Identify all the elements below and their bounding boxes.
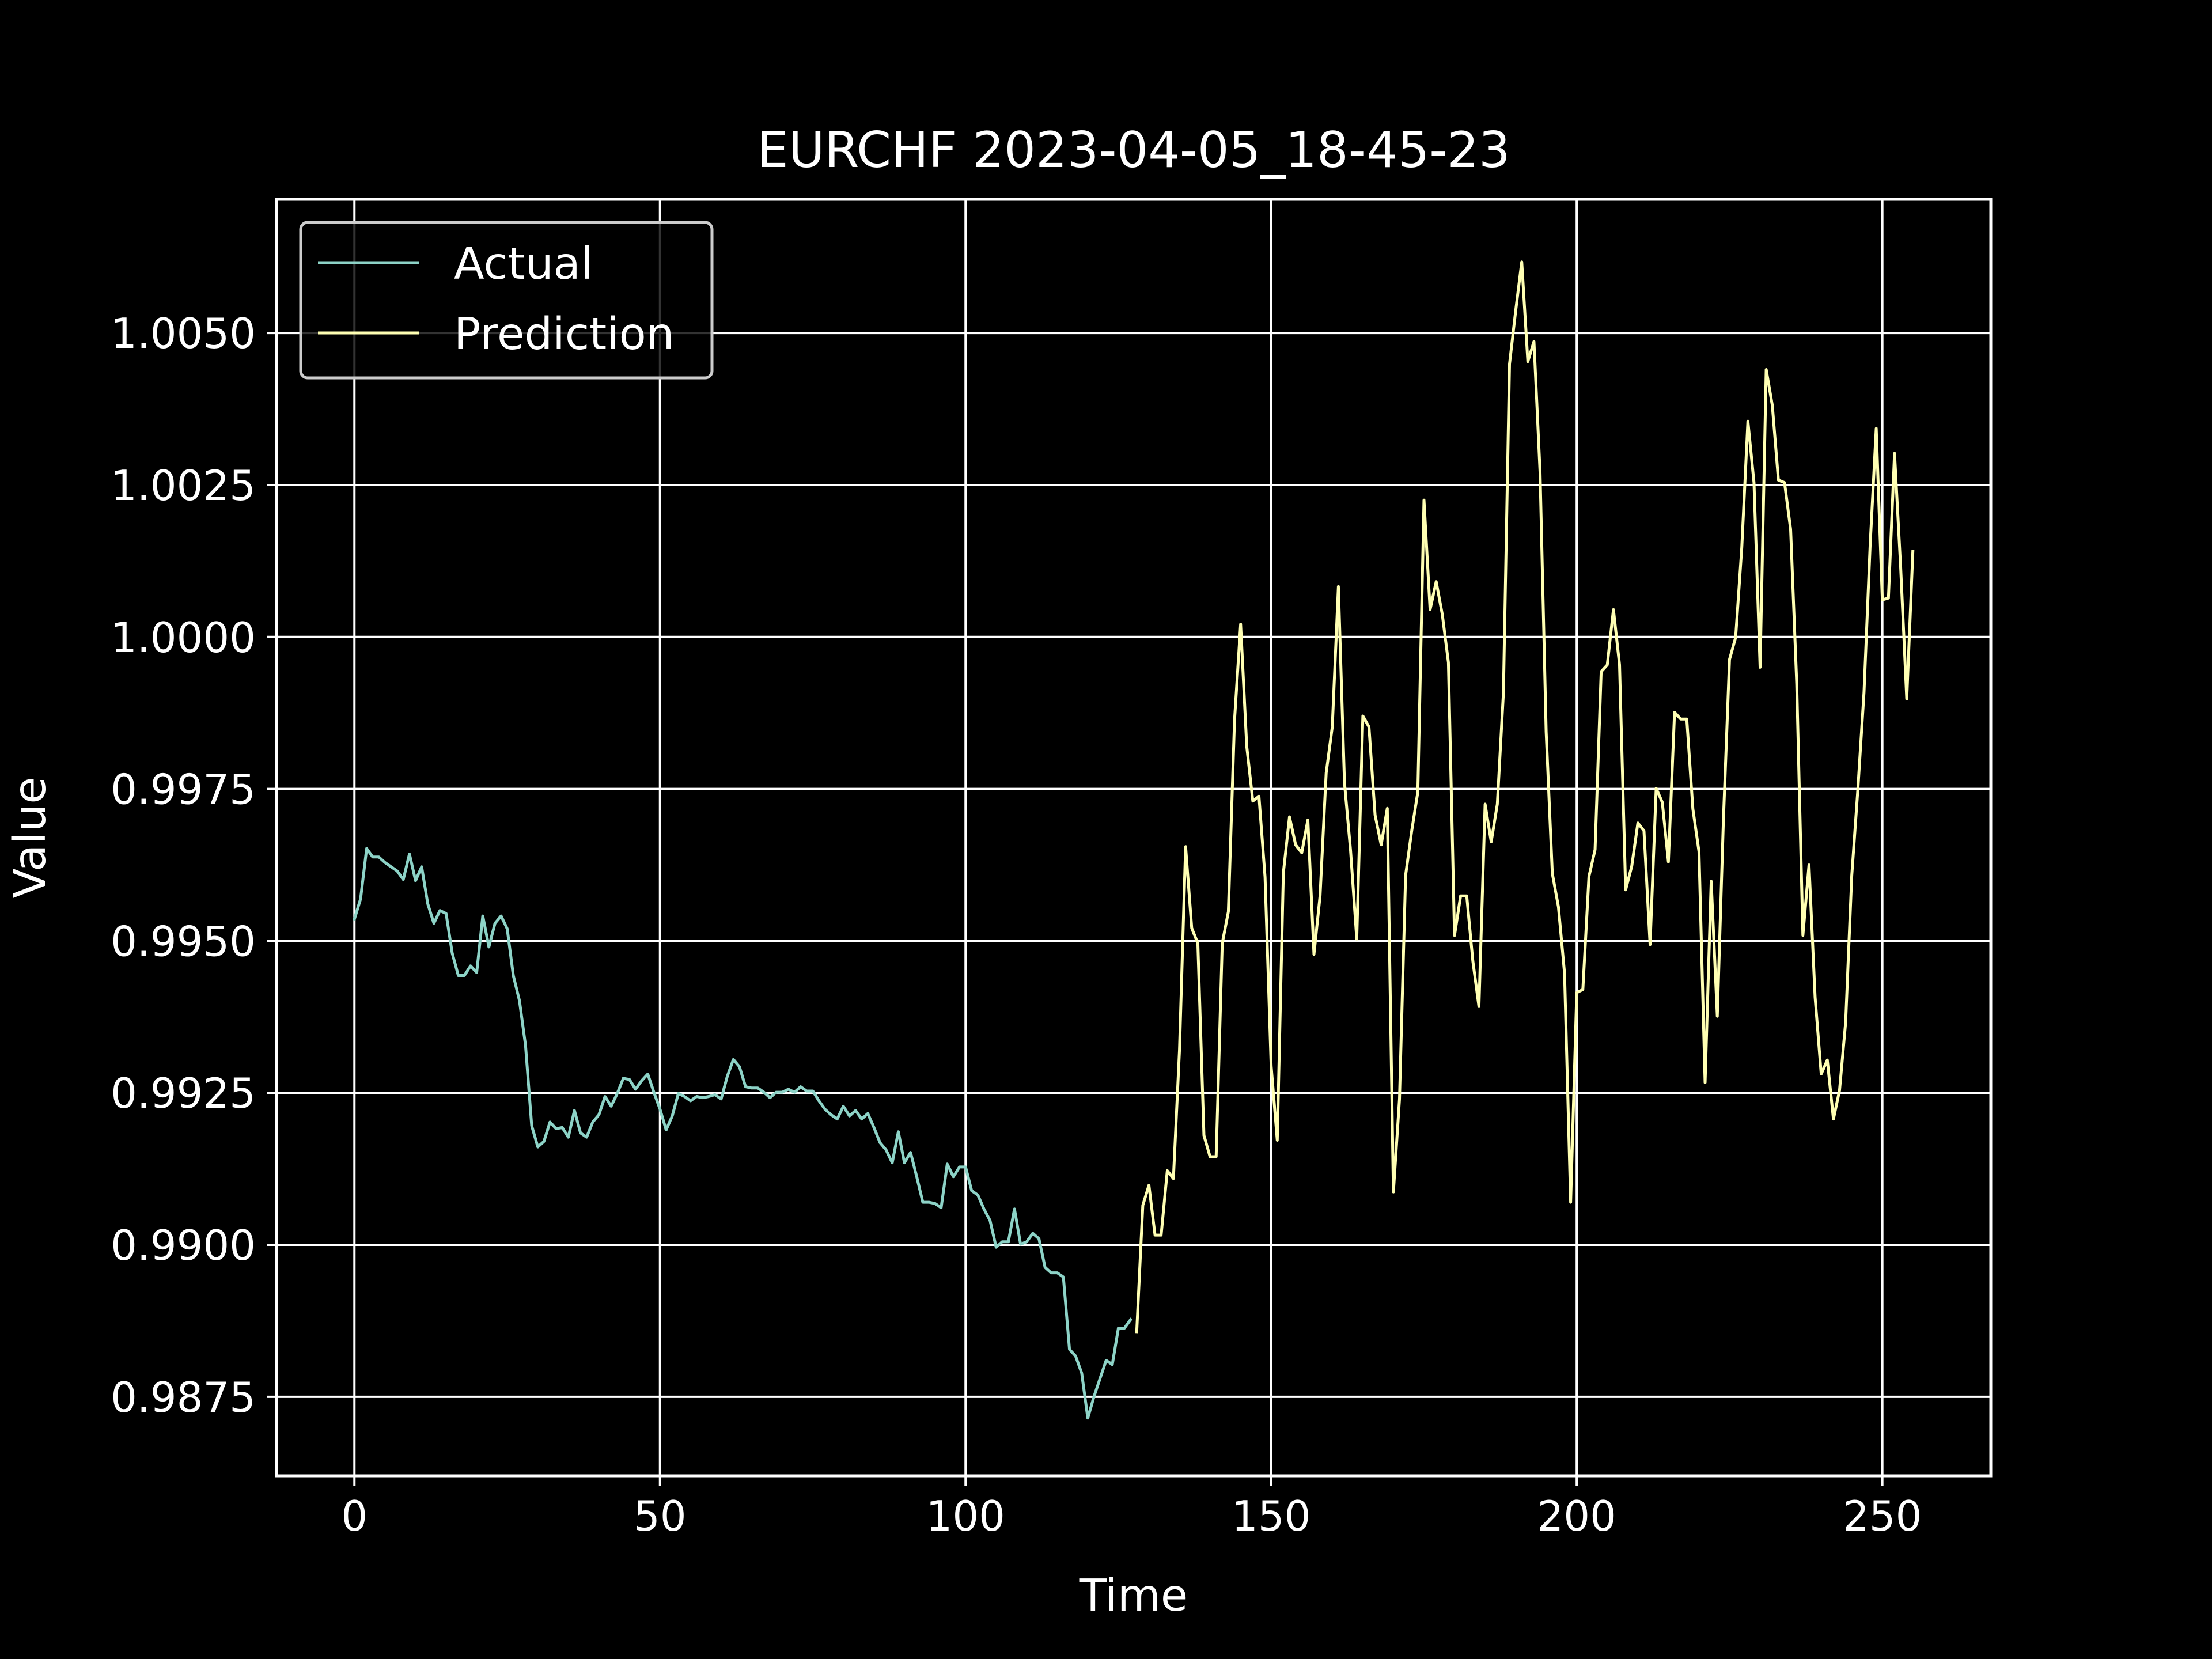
x-tick-label: 150: [1232, 1492, 1310, 1540]
legend-label-prediction: Prediction: [454, 309, 675, 360]
x-tick-label: 100: [926, 1492, 1005, 1540]
y-tick-label: 1.0000: [111, 613, 256, 662]
y-tick-label: 0.9900: [111, 1221, 256, 1270]
y-tick-label: 1.0050: [111, 309, 256, 358]
series-line-actual: [353, 847, 1133, 1420]
y-tick-label: 0.9975: [111, 766, 256, 814]
series-layer: [353, 260, 1915, 1420]
x-axis: 0 50 100 150 200 250: [341, 1476, 1922, 1540]
x-tick-label: 0: [341, 1492, 368, 1540]
x-tick-label: 200: [1537, 1492, 1616, 1540]
y-tick-label: 0.9950: [111, 917, 256, 965]
plot-frame: [275, 198, 1993, 1478]
y-axis-label: Value: [5, 777, 56, 898]
y-tick-label: 0.9875: [111, 1373, 256, 1422]
legend-label-actual: Actual: [454, 238, 593, 290]
y-axis: 0.9875 0.9900 0.9925 0.9950 0.9975 1.0000 1.00…: [111, 309, 276, 1422]
grid: [276, 199, 1991, 1476]
legend: Actual Prediction: [299, 221, 714, 380]
series-line-prediction: [1135, 260, 1915, 1334]
chart-title: EURCHF 2023-04-05_18-45-23: [757, 122, 1510, 179]
x-axis-label: Time: [1079, 1570, 1188, 1622]
x-tick-label: 250: [1843, 1492, 1922, 1540]
x-tick-label: 50: [634, 1492, 687, 1540]
y-tick-label: 0.9925: [111, 1069, 256, 1118]
y-tick-label: 1.0025: [111, 461, 256, 510]
